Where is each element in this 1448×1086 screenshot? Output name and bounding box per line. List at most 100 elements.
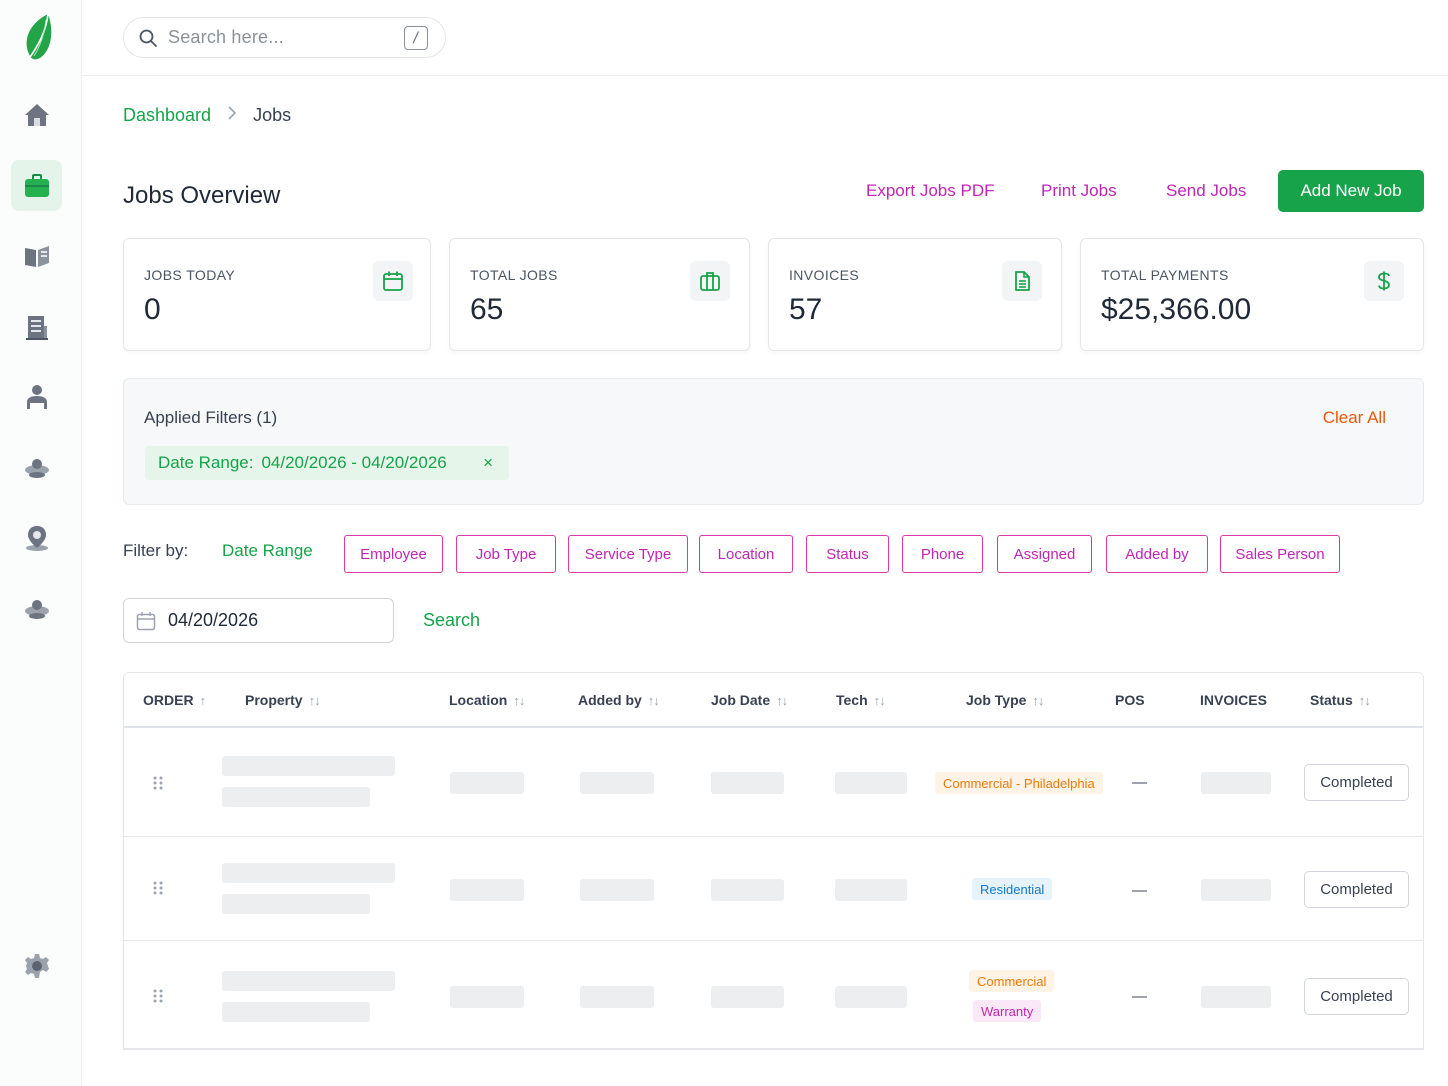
location-placeholder	[450, 772, 524, 794]
filter-service-type-button[interactable]: Service Type	[568, 535, 688, 573]
status-button[interactable]: Completed	[1304, 764, 1409, 801]
tech-placeholder	[835, 986, 907, 1008]
print-jobs-link[interactable]: Print Jobs	[1041, 181, 1117, 200]
filter-employee-button[interactable]: Employee	[344, 535, 443, 573]
column-location[interactable]: Location ↑↓	[449, 692, 525, 708]
column-order[interactable]: ORDER ↑	[143, 692, 206, 708]
sidebar-item-location[interactable]	[11, 512, 62, 563]
book-icon	[24, 245, 49, 267]
sort-icon: ↑↓	[776, 692, 788, 708]
sidebar-item-building[interactable]	[11, 301, 62, 352]
add-new-job-button[interactable]: Add New Job	[1278, 170, 1424, 212]
job-date-placeholder	[711, 879, 784, 901]
sort-icon: ↑↓	[647, 692, 660, 708]
chevron-right-icon	[227, 106, 237, 125]
breadcrumb-dashboard[interactable]: Dashboard	[123, 105, 212, 125]
table-header: ORDER ↑ Property ↑↓ Location ↑↓ Added by ↑↓ …	[124, 673, 1423, 728]
gear-icon	[24, 953, 49, 978]
filter-phone-button[interactable]: Phone	[902, 535, 983, 573]
leaf-logo-icon[interactable]	[18, 12, 58, 64]
drag-handle-icon[interactable]	[152, 988, 164, 1004]
sidebar	[0, 0, 82, 1086]
dollar-icon	[1364, 261, 1404, 301]
column-job-date[interactable]: Job Date ↑↓	[711, 692, 788, 708]
date-field[interactable]: 04/20/2026	[123, 598, 394, 643]
column-job-type[interactable]: Job Type ↑↓	[966, 692, 1044, 708]
filter-status-button[interactable]: Status	[806, 535, 889, 573]
sidebar-settings[interactable]	[11, 940, 62, 991]
filter-added-by-button[interactable]: Added by	[1106, 535, 1208, 573]
sort-icon: ↑↓	[873, 692, 886, 708]
export-jobs-pdf-link[interactable]: Export Jobs PDF	[866, 181, 995, 200]
sidebar-item-jobs[interactable]	[11, 160, 62, 211]
stat-label: INVOICES	[789, 267, 860, 283]
filter-chip-date-range: Date Range: 04/20/2026 - 04/20/2026 ×	[145, 446, 509, 480]
search-icon	[139, 29, 157, 47]
stat-value: 57	[789, 293, 823, 326]
users-icon	[24, 458, 49, 478]
job-date-placeholder	[711, 772, 784, 794]
property-placeholder	[222, 1002, 370, 1022]
stat-value: 65	[470, 293, 504, 326]
filter-by-label: Filter by:	[123, 541, 189, 560]
column-tech[interactable]: Tech ↑↓	[836, 692, 886, 708]
send-jobs-link[interactable]: Send Jobs	[1166, 181, 1247, 200]
search-button[interactable]: Search	[423, 610, 481, 630]
added-by-placeholder	[580, 986, 654, 1008]
search-input[interactable]: Search here...	[168, 27, 284, 47]
topbar: Search here... /	[82, 0, 1448, 76]
table-row[interactable]: Commercial Warranty Completed	[124, 941, 1423, 1049]
status-button[interactable]: Completed	[1304, 871, 1409, 908]
calendar-icon	[373, 261, 413, 301]
sidebar-item-home[interactable]	[11, 89, 62, 140]
status-button[interactable]: Completed	[1304, 978, 1409, 1015]
clear-all-link[interactable]: Clear All	[1322, 408, 1386, 427]
property-placeholder	[222, 787, 370, 807]
location-pin-icon	[25, 525, 48, 551]
sidebar-item-book[interactable]	[11, 230, 62, 281]
sidebar-item-users[interactable]	[11, 442, 62, 493]
filter-job-type-button[interactable]: Job Type	[456, 535, 556, 573]
close-icon[interactable]: ×	[483, 453, 493, 472]
sidebar-item-user[interactable]	[11, 371, 62, 422]
date-value: 04/20/2026	[168, 610, 259, 630]
search-box[interactable]: Search here... /	[123, 17, 446, 58]
drag-handle-icon[interactable]	[152, 775, 164, 791]
sort-icon: ↑↓	[308, 692, 321, 708]
building-icon	[25, 315, 48, 340]
page-title: Jobs Overview	[123, 182, 281, 209]
column-status[interactable]: Status ↑↓	[1310, 692, 1371, 708]
sort-icon: ↑↓	[513, 692, 525, 708]
home-icon	[24, 103, 49, 126]
pos-value	[1132, 996, 1147, 998]
stat-label: TOTAL JOBS	[470, 267, 558, 283]
breadcrumb: Dashboard Jobs	[123, 105, 291, 126]
arrow-up-icon: ↑	[199, 692, 206, 708]
column-added-by[interactable]: Added by ↑↓	[578, 692, 660, 708]
property-placeholder	[222, 971, 395, 991]
drag-handle-icon[interactable]	[152, 880, 164, 896]
briefcase-icon	[690, 261, 730, 301]
chip-key: Date Range:	[158, 453, 254, 472]
user-icon	[26, 384, 47, 409]
table-row[interactable]: Commercial - Philadelphia Completed	[124, 729, 1423, 837]
stat-card-total-jobs: TOTAL JOBS 65	[449, 238, 750, 351]
stat-card-jobs-today: JOBS TODAY 0	[123, 238, 431, 351]
pos-value	[1132, 890, 1147, 892]
sort-icon: ↑↓	[1032, 692, 1044, 708]
stat-label: JOBS TODAY	[144, 267, 236, 283]
applied-filters-panel: Applied Filters (1) Clear All Date Range…	[123, 378, 1424, 505]
table-row[interactable]: Residential Completed	[124, 837, 1423, 941]
filter-location-button[interactable]: Location	[699, 535, 793, 573]
calendar-icon	[136, 611, 156, 630]
job-type-tag: Warranty	[973, 1000, 1042, 1022]
property-placeholder	[222, 756, 395, 776]
filter-assigned-button[interactable]: Assigned	[997, 535, 1092, 573]
filter-sales-person-button[interactable]: Sales Person	[1220, 535, 1340, 573]
sidebar-item-team[interactable]	[11, 583, 62, 634]
document-icon	[1002, 261, 1042, 301]
column-property[interactable]: Property ↑↓	[245, 692, 321, 708]
filter-date-range-tab[interactable]: Date Range	[222, 541, 313, 560]
stat-value: 0	[144, 293, 161, 326]
jobs-table: ORDER ↑ Property ↑↓ Location ↑↓ Added by ↑↓ …	[123, 672, 1424, 1050]
